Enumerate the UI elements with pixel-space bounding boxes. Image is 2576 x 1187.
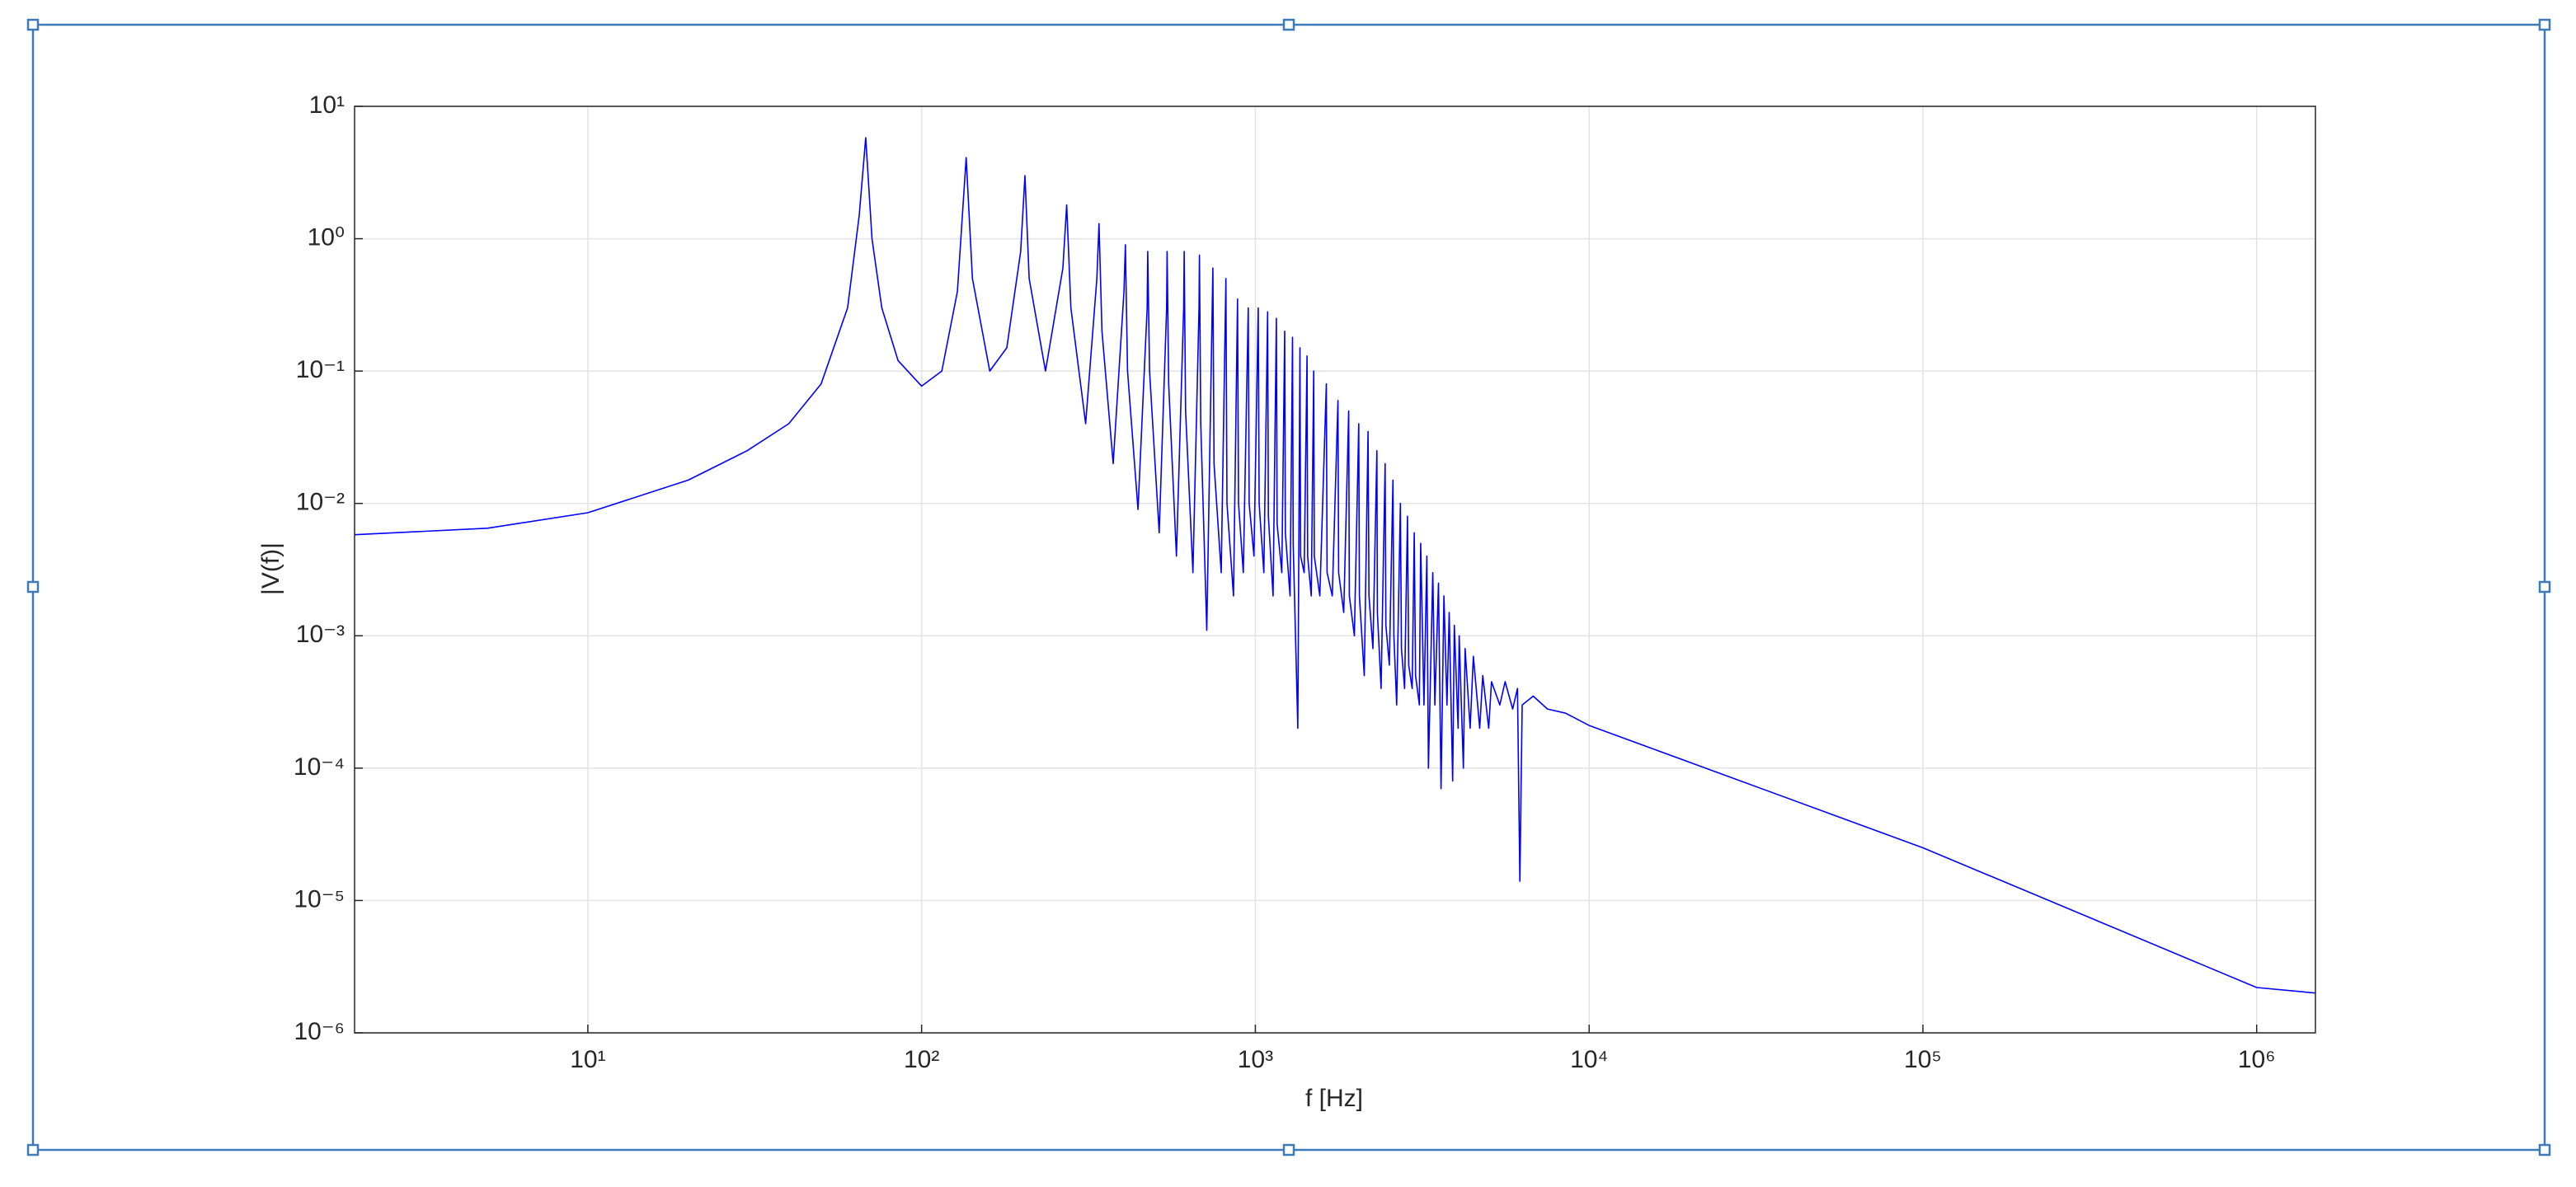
y-tick-label: 10⁻⁵ [294,885,345,913]
y-tick-label: 10¹ [309,91,345,119]
y-tick-label: 10⁻² [296,489,345,516]
data-line [355,137,2315,994]
handle[interactable] [26,18,40,31]
x-tick-label: 10⁶ [2238,1046,2276,1073]
plot-series [355,137,2315,994]
handle[interactable] [26,580,40,594]
x-tick-label: 10⁴ [1570,1046,1608,1073]
y-tick-label: 10⁻⁶ [294,1018,345,1045]
y-tick-label: 10⁻¹ [296,356,345,383]
handle[interactable] [26,1143,40,1157]
handle[interactable] [2538,1143,2551,1157]
y-tick-label: 10⁰ [308,223,345,251]
handle[interactable] [2538,18,2551,31]
y-tick-label: 10⁻³ [296,621,345,648]
x-tick-label: 10² [904,1046,939,1073]
x-axis-label: f [Hz] [1305,1085,1363,1112]
x-tick-label: 10¹ [570,1046,605,1073]
handle[interactable] [1282,1143,1295,1157]
plot-area [355,106,2315,1033]
x-tick-label: 10⁵ [1904,1046,1942,1073]
plot-frame [354,106,2316,1034]
handle[interactable] [2538,580,2551,594]
handle[interactable] [1282,18,1295,31]
resize-handles[interactable] [26,18,2551,1157]
y-axis-label: |V(f)| [257,542,284,595]
x-tick-label: 10³ [1238,1046,1273,1073]
y-tick-label: 10⁻⁴ [294,753,345,781]
